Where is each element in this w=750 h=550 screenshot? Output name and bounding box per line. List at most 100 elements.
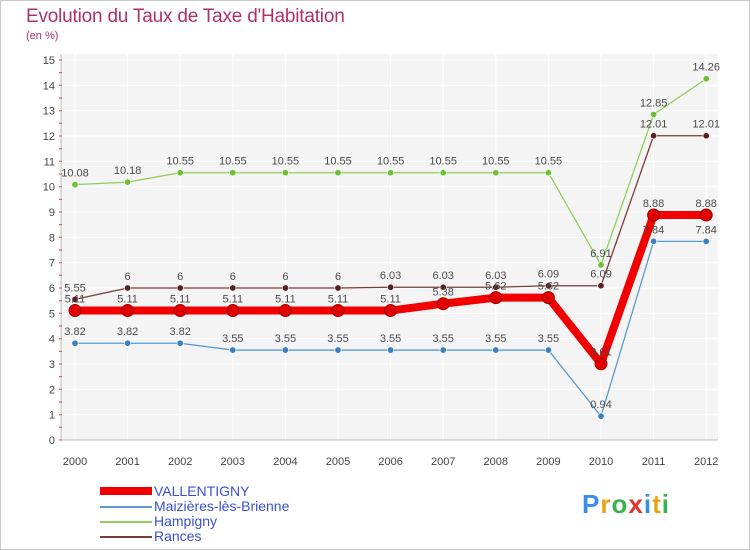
data-label: 10.55 <box>272 156 300 168</box>
data-label: 3.55 <box>538 333 559 345</box>
data-label: 12.85 <box>640 97 668 109</box>
data-point <box>176 284 184 292</box>
data-point <box>544 346 552 354</box>
data-label: 5.38 <box>432 287 453 299</box>
data-point <box>597 282 605 290</box>
brand-letter: t <box>652 489 662 519</box>
brand-logo: Proxiti <box>582 489 670 520</box>
data-label: 5.62 <box>485 281 506 293</box>
legend-label-hampigny: Hampigny <box>154 513 218 529</box>
data-label: 6 <box>125 271 131 283</box>
data-point <box>647 208 661 222</box>
data-label: 12.01 <box>692 119 720 131</box>
data-label: 3.55 <box>485 333 506 345</box>
data-point <box>334 346 342 354</box>
data-point <box>702 237 710 245</box>
data-point <box>278 304 292 318</box>
y-tick-label: 5 <box>49 308 55 320</box>
x-tick-label: 2008 <box>484 456 508 468</box>
data-point <box>176 339 184 347</box>
brand-letter: x <box>628 489 644 519</box>
data-point <box>334 169 342 177</box>
data-point <box>436 297 450 311</box>
data-label: 6.09 <box>590 269 611 281</box>
data-point <box>439 346 447 354</box>
data-point <box>594 357 608 371</box>
data-point <box>71 181 79 189</box>
data-label: 6.03 <box>485 270 506 282</box>
data-point <box>702 132 710 140</box>
data-label: 14.26 <box>692 62 720 74</box>
data-label: 6.03 <box>432 270 453 282</box>
data-point <box>544 282 552 290</box>
data-point <box>387 346 395 354</box>
brand-letter: r <box>600 489 612 519</box>
x-tick-label: 2009 <box>536 456 560 468</box>
y-tick-label: 6 <box>49 283 55 295</box>
data-label: 8.88 <box>695 198 716 210</box>
data-label: 12.01 <box>640 119 668 131</box>
data-label: 6 <box>177 271 183 283</box>
data-point <box>650 132 658 140</box>
data-label: 10.18 <box>114 165 142 177</box>
data-label: 10.55 <box>377 156 405 168</box>
y-tick-label: 3 <box>49 359 55 371</box>
data-label: 10.55 <box>429 156 457 168</box>
y-tick-label: 12 <box>43 131 55 143</box>
brand-letter: P <box>582 489 601 519</box>
data-label: 6.91 <box>590 248 611 260</box>
x-tick-label: 2006 <box>378 456 402 468</box>
data-point <box>281 169 289 177</box>
data-point <box>387 283 395 291</box>
data-point <box>281 346 289 354</box>
y-tick-label: 14 <box>43 80 55 92</box>
data-label: 10.08 <box>61 168 89 180</box>
data-point <box>281 284 289 292</box>
data-point <box>544 169 552 177</box>
x-tick-label: 2003 <box>221 456 245 468</box>
legend-swatch-vallentigny <box>100 487 152 495</box>
x-tick-label: 2004 <box>273 456 297 468</box>
x-tick-label: 2005 <box>326 456 350 468</box>
data-point <box>173 304 187 318</box>
data-point <box>492 169 500 177</box>
y-tick-label: 10 <box>43 182 55 194</box>
legend-swatch-maizieres <box>100 506 152 508</box>
data-label: 5.11 <box>117 294 138 306</box>
data-point <box>176 169 184 177</box>
data-label: 6 <box>282 271 288 283</box>
data-label: 6.09 <box>538 269 559 281</box>
data-label: 7.84 <box>643 224 664 236</box>
data-point <box>699 208 713 222</box>
data-point <box>68 304 82 318</box>
data-label: 5.62 <box>538 281 559 293</box>
chart-subtitle: (en %) <box>26 30 59 42</box>
data-point <box>489 291 503 305</box>
data-label: 3.82 <box>117 326 138 338</box>
data-label: 3.82 <box>169 326 190 338</box>
data-point <box>71 295 79 303</box>
data-label: 8.88 <box>643 198 664 210</box>
data-label: 6 <box>335 271 341 283</box>
x-tick-label: 2002 <box>168 456 192 468</box>
data-label: 5.11 <box>65 294 86 306</box>
data-point <box>650 110 658 118</box>
data-label: 10.55 <box>166 156 194 168</box>
data-label: 10.55 <box>482 156 510 168</box>
legend-label-maizieres: Maizières-lès-Brienne <box>154 498 290 514</box>
data-label: 3.55 <box>327 333 348 345</box>
y-tick-label: 11 <box>44 156 55 168</box>
data-label: 3.55 <box>432 333 453 345</box>
data-point <box>541 291 555 305</box>
data-point <box>384 304 398 318</box>
data-label: 10.55 <box>535 156 563 168</box>
x-tick-label: 2007 <box>431 456 455 468</box>
data-label: 3.55 <box>380 333 401 345</box>
chart-title: Evolution du Taux de Taxe d'Habitation <box>26 6 345 27</box>
data-point <box>597 412 605 420</box>
legend-label-rances: Rances <box>154 528 202 544</box>
data-point <box>226 304 240 318</box>
data-point <box>124 284 132 292</box>
data-point <box>229 284 237 292</box>
